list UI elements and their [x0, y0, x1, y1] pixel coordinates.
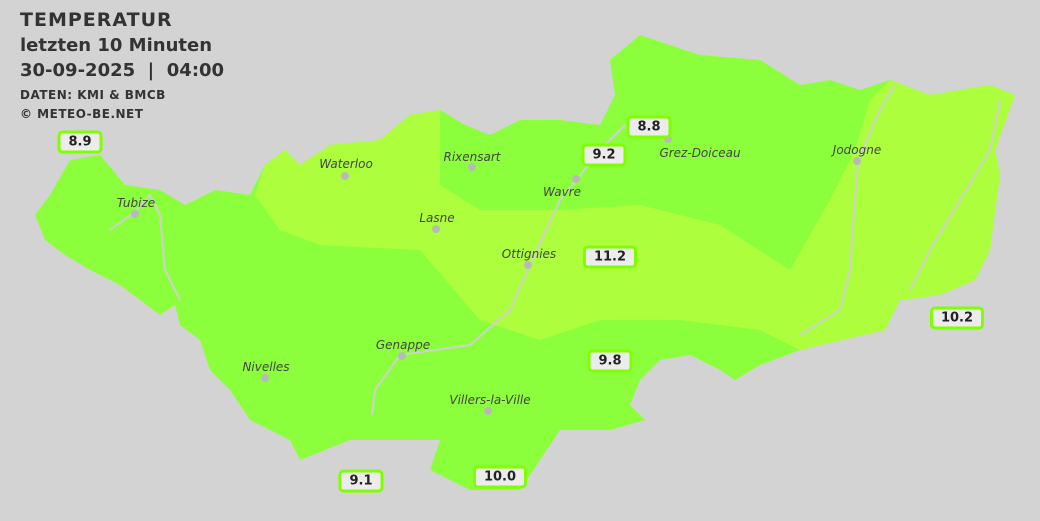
data-source: DATEN: KMI & BMCB	[20, 88, 166, 102]
town-dot	[131, 210, 139, 218]
town-label: Lasne	[419, 211, 455, 225]
map-title: TEMPERATUR	[20, 9, 173, 31]
town-label: Jodogne	[832, 143, 882, 157]
temperature-reading[interactable]: 10.0	[472, 465, 528, 489]
town-label: Grez-Doiceau	[659, 146, 741, 160]
town-dot	[524, 261, 532, 269]
region-zone-high	[255, 80, 1015, 350]
town-dot	[572, 175, 580, 183]
temperature-reading[interactable]: 9.1	[338, 469, 384, 493]
town-label: Wavre	[543, 185, 581, 199]
town-dot	[484, 407, 492, 415]
temperature-reading[interactable]: 8.9	[57, 130, 103, 154]
temperature-reading[interactable]: 8.8	[626, 115, 672, 139]
town-label: Tubize	[116, 196, 156, 210]
temperature-reading[interactable]: 9.8	[587, 349, 633, 373]
town-dot	[432, 225, 440, 233]
town-label: Nivelles	[242, 360, 290, 374]
town-dot	[664, 135, 672, 143]
town-label: Waterloo	[319, 157, 373, 171]
temperature-reading[interactable]: 10.2	[929, 306, 985, 330]
town-label: Villers-la-Ville	[449, 393, 531, 407]
temperature-reading[interactable]: 9.2	[581, 143, 627, 167]
map-subtitle: letzten 10 Minuten	[20, 35, 213, 56]
town-label: Rixensart	[443, 150, 501, 164]
temperature-reading[interactable]: 11.2	[582, 245, 638, 269]
copyright: © METEO-BE.NET	[20, 107, 144, 121]
town-dot	[261, 374, 269, 382]
map-datetime: 30-09-2025 | 04:00	[20, 60, 225, 81]
town-dot	[398, 352, 406, 360]
town-label: Ottignies	[501, 247, 557, 261]
town-dot	[468, 163, 476, 171]
town-label: Genappe	[375, 338, 431, 352]
town-dot	[341, 172, 349, 180]
town-dot	[853, 157, 861, 165]
